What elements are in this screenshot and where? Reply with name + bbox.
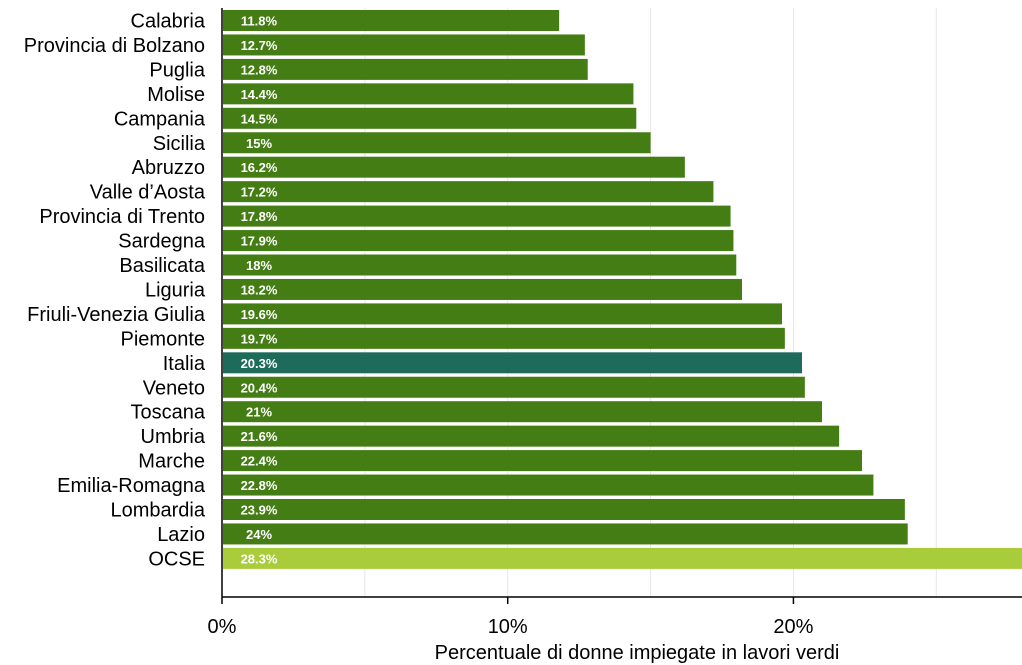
value-labels: 11.8% 12.7% 12.8% 14.4% 14.5% 15% 16.2% 17.2% 17… xyxy=(241,14,278,567)
x-tick-label: 20% xyxy=(773,616,813,638)
bar xyxy=(223,254,737,276)
category-label: Marche xyxy=(138,451,205,473)
value-label: 18% xyxy=(246,258,272,273)
bar xyxy=(223,10,560,31)
category-label: Umbria xyxy=(141,426,206,448)
value-label: 21% xyxy=(246,405,272,420)
bar xyxy=(223,58,588,80)
value-label: 28.3% xyxy=(241,551,278,566)
category-label: Veneto xyxy=(143,377,205,399)
x-tick-label: 10% xyxy=(488,616,528,638)
category-label: Provincia di Trento xyxy=(39,206,205,228)
category-label: Puglia xyxy=(149,59,205,81)
category-label: Lombardia xyxy=(110,500,205,522)
bar xyxy=(223,34,585,56)
category-label: Provincia di Bolzano xyxy=(24,35,205,57)
gridlines xyxy=(364,8,937,597)
bar xyxy=(223,107,637,129)
value-label: 18.2% xyxy=(241,282,278,297)
value-label: 14.4% xyxy=(241,87,278,102)
bar xyxy=(223,205,731,227)
bar xyxy=(223,278,742,300)
bar xyxy=(223,474,874,496)
value-label: 14.5% xyxy=(241,111,278,126)
bars xyxy=(223,10,1022,569)
category-label: Abruzzo xyxy=(132,157,205,179)
value-label: 19.6% xyxy=(241,307,278,322)
bar xyxy=(223,523,908,545)
bar xyxy=(223,547,1022,569)
value-label: 19.7% xyxy=(241,331,278,346)
category-label: Basilicata xyxy=(119,255,205,277)
category-label: Campania xyxy=(114,108,206,130)
bar xyxy=(223,376,805,398)
category-label: Sardegna xyxy=(118,231,206,253)
value-label: 16.2% xyxy=(241,160,278,175)
category-label: Lazio xyxy=(157,524,205,546)
bar xyxy=(223,181,714,203)
value-label: 24% xyxy=(246,527,272,542)
value-label: 15% xyxy=(246,136,272,151)
bar xyxy=(223,401,822,423)
category-label: Toscana xyxy=(131,402,206,424)
bar xyxy=(223,83,634,105)
value-label: 20.3% xyxy=(241,356,278,371)
bar xyxy=(223,327,785,349)
x-axis-title: Percentuale di donne impiegate in lavori… xyxy=(435,642,840,664)
value-label: 11.8% xyxy=(241,14,278,29)
bar xyxy=(223,499,905,520)
category-label: Emilia-Romagna xyxy=(57,475,206,497)
category-label: OCSE xyxy=(148,548,205,570)
category-label: Piemonte xyxy=(121,328,206,350)
value-label: 17.8% xyxy=(241,209,278,224)
value-label: 17.9% xyxy=(241,234,278,249)
category-label: Calabria xyxy=(131,11,206,33)
value-label: 12.7% xyxy=(241,38,278,53)
category-label: Friuli-Venezia Giulia xyxy=(27,304,206,326)
value-label: 21.6% xyxy=(241,429,278,444)
value-label: 17.2% xyxy=(241,185,278,200)
x-tick-label: 0% xyxy=(208,616,237,638)
bar xyxy=(223,450,862,472)
value-label: 12.8% xyxy=(241,62,278,77)
bar xyxy=(223,230,734,252)
category-label: Italia xyxy=(163,353,206,375)
value-label: 23.9% xyxy=(241,503,278,518)
bar xyxy=(223,132,651,154)
category-label: Liguria xyxy=(145,279,206,301)
bar xyxy=(223,303,782,325)
category-label: Molise xyxy=(147,84,205,106)
value-label: 22.4% xyxy=(241,454,278,469)
bar xyxy=(223,425,840,447)
value-label: 20.4% xyxy=(241,380,278,395)
category-label: Sicilia xyxy=(153,133,206,155)
x-tick-labels: 0% 10% 20% xyxy=(208,597,814,638)
bar xyxy=(223,352,802,374)
value-label: 22.8% xyxy=(241,478,278,493)
category-label: Valle d’Aosta xyxy=(90,182,206,204)
bar xyxy=(223,156,685,178)
